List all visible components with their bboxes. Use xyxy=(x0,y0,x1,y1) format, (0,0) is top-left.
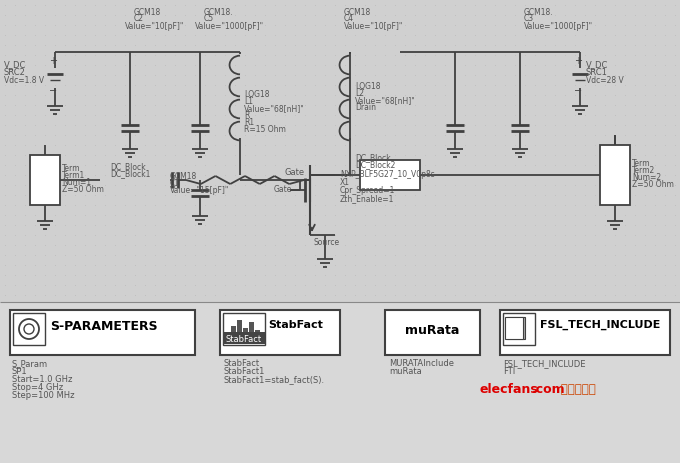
Bar xyxy=(0,302,680,463)
Text: C4: C4 xyxy=(344,14,354,23)
Bar xyxy=(231,326,236,342)
Text: V_DC: V_DC xyxy=(586,60,609,69)
Text: FSL_TECH_INCLUDE: FSL_TECH_INCLUDE xyxy=(503,359,585,368)
Text: Z=50 Ohm: Z=50 Ohm xyxy=(62,185,104,194)
Text: V_DC: V_DC xyxy=(4,60,27,69)
Text: LQG18: LQG18 xyxy=(244,90,269,99)
Text: Value="68[nH]": Value="68[nH]" xyxy=(244,104,305,113)
Text: Drain: Drain xyxy=(355,103,376,112)
Text: Value="1000[pF]": Value="1000[pF]" xyxy=(524,22,593,31)
Text: R=15 Ohm: R=15 Ohm xyxy=(244,125,286,134)
Text: .com: .com xyxy=(532,383,566,396)
Text: StabFact1=stab_fact(S).: StabFact1=stab_fact(S). xyxy=(223,375,324,384)
Text: GCM18.: GCM18. xyxy=(524,8,554,17)
Bar xyxy=(237,320,242,342)
Text: C1: C1 xyxy=(170,179,180,188)
Text: Cpr_Spread=1: Cpr_Spread=1 xyxy=(340,186,395,195)
Bar xyxy=(360,160,420,190)
Bar xyxy=(505,317,523,339)
Text: DC_Block: DC_Block xyxy=(355,153,390,162)
Text: 电子发烧友: 电子发烧友 xyxy=(557,383,596,396)
Text: Term1: Term1 xyxy=(62,171,85,180)
Text: GCM18.: GCM18. xyxy=(204,8,234,17)
Text: L1: L1 xyxy=(244,97,253,106)
Bar xyxy=(503,313,535,345)
Text: DC_Block: DC_Block xyxy=(110,162,146,171)
Bar xyxy=(223,332,265,344)
Text: FSL_TECH_INCLUDE: FSL_TECH_INCLUDE xyxy=(540,320,660,330)
Text: DC_Block1: DC_Block1 xyxy=(110,169,150,178)
Text: Gate: Gate xyxy=(273,185,292,194)
Text: DC_Block2: DC_Block2 xyxy=(355,160,395,169)
Text: −: − xyxy=(574,86,582,96)
Text: GCM18: GCM18 xyxy=(134,8,161,17)
Text: SP1: SP1 xyxy=(12,367,28,376)
Bar xyxy=(243,328,248,342)
Text: Value="1000[pF]": Value="1000[pF]" xyxy=(195,22,264,31)
Text: Vdc=1.8 V: Vdc=1.8 V xyxy=(4,76,44,85)
Text: R1: R1 xyxy=(244,118,254,127)
Text: Vdc=28 V: Vdc=28 V xyxy=(586,76,624,85)
Bar xyxy=(220,310,340,355)
Text: SRC1: SRC1 xyxy=(586,68,608,77)
Text: StabFact: StabFact xyxy=(223,359,259,368)
Bar xyxy=(223,313,265,345)
Text: MURATAInclude: MURATAInclude xyxy=(389,359,454,368)
Text: S-PARAMETERS: S-PARAMETERS xyxy=(50,320,158,333)
Text: Zth_Enable=1: Zth_Enable=1 xyxy=(340,194,394,203)
Text: Term2: Term2 xyxy=(632,166,656,175)
Text: R: R xyxy=(244,111,250,120)
Text: Term: Term xyxy=(632,159,651,168)
Text: elecfans: elecfans xyxy=(480,383,539,396)
Text: GCM18: GCM18 xyxy=(170,172,197,181)
Text: C2: C2 xyxy=(134,14,144,23)
Text: Source: Source xyxy=(313,238,339,247)
Bar xyxy=(225,334,230,342)
Bar xyxy=(13,313,45,345)
Text: Z=50 Ohm: Z=50 Ohm xyxy=(632,180,674,189)
Text: SRC2: SRC2 xyxy=(4,68,26,77)
Text: +: + xyxy=(49,56,57,66)
Text: +: + xyxy=(574,56,582,66)
Text: L2: L2 xyxy=(355,89,364,98)
Text: C3: C3 xyxy=(524,14,534,23)
Text: muRata: muRata xyxy=(405,324,459,337)
Text: Step=100 MHz: Step=100 MHz xyxy=(12,391,75,400)
Text: Value="68[nH]": Value="68[nH]" xyxy=(355,96,415,105)
Text: C5: C5 xyxy=(204,14,214,23)
Bar xyxy=(10,310,195,355)
Text: StabFact: StabFact xyxy=(268,320,323,330)
Text: S_Param: S_Param xyxy=(12,359,48,368)
Text: Num=2: Num=2 xyxy=(632,173,661,182)
Text: Gate: Gate xyxy=(285,168,305,177)
Text: Value="10[pF]": Value="10[pF]" xyxy=(344,22,403,31)
Bar xyxy=(30,155,60,205)
Text: NXP_BLF5G27_10_V0p8s: NXP_BLF5G27_10_V0p8s xyxy=(340,170,435,179)
Text: Term: Term xyxy=(62,164,80,173)
Text: LQG18: LQG18 xyxy=(355,82,381,91)
Bar xyxy=(507,317,525,339)
Bar xyxy=(600,145,630,205)
Text: Value="10[pF]": Value="10[pF]" xyxy=(125,22,184,31)
Text: FTI: FTI xyxy=(503,367,515,376)
Bar xyxy=(249,322,254,342)
Text: −: − xyxy=(49,86,57,96)
Bar xyxy=(255,330,260,342)
Text: Num=1: Num=1 xyxy=(62,178,91,187)
Bar xyxy=(385,310,480,355)
Bar xyxy=(500,310,670,355)
Text: StabFact1: StabFact1 xyxy=(223,367,265,376)
Text: X1: X1 xyxy=(340,178,350,187)
Text: GCM18: GCM18 xyxy=(344,8,371,17)
Text: Stop=4 GHz: Stop=4 GHz xyxy=(12,383,63,392)
Text: Value="15[pF]": Value="15[pF]" xyxy=(170,186,229,195)
Text: StabFact: StabFact xyxy=(226,335,262,344)
Text: muRata: muRata xyxy=(389,367,422,376)
Text: Start=1.0 GHz: Start=1.0 GHz xyxy=(12,375,72,384)
